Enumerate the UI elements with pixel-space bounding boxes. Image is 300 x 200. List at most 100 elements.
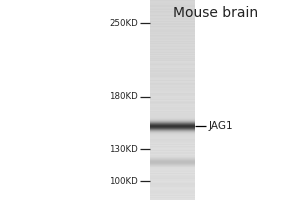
Bar xyxy=(150,162,195,163)
Bar xyxy=(150,136,195,137)
Bar xyxy=(150,185,195,186)
Bar xyxy=(150,109,195,110)
Bar xyxy=(150,138,195,139)
Bar xyxy=(150,69,195,70)
Bar xyxy=(150,133,195,134)
Bar xyxy=(150,166,195,167)
Bar xyxy=(150,187,195,188)
Bar xyxy=(150,176,195,177)
Bar xyxy=(150,21,195,22)
Bar xyxy=(150,62,195,63)
Bar xyxy=(150,142,195,143)
Bar xyxy=(150,120,195,121)
Bar xyxy=(150,40,195,41)
Bar xyxy=(150,189,195,190)
Bar xyxy=(150,24,195,25)
Bar xyxy=(150,192,195,193)
Bar xyxy=(150,148,195,149)
Bar xyxy=(150,190,195,191)
Bar xyxy=(150,82,195,83)
Bar xyxy=(150,18,195,19)
Bar xyxy=(150,32,195,33)
Bar xyxy=(150,76,195,77)
Bar xyxy=(150,134,195,135)
Bar xyxy=(150,78,195,79)
Bar xyxy=(150,164,195,165)
Bar xyxy=(150,115,195,116)
Bar xyxy=(150,50,195,51)
Bar xyxy=(150,76,195,77)
Bar xyxy=(150,135,195,136)
Bar xyxy=(150,148,195,149)
Bar xyxy=(150,169,195,170)
Bar xyxy=(150,121,195,122)
Bar xyxy=(150,130,195,131)
Bar xyxy=(150,174,195,175)
Bar xyxy=(150,108,195,109)
Bar xyxy=(150,88,195,89)
Bar xyxy=(150,146,195,147)
Bar xyxy=(150,137,195,138)
Bar xyxy=(150,159,195,160)
Bar xyxy=(150,135,195,136)
Bar xyxy=(150,141,195,142)
Bar xyxy=(150,110,195,111)
Bar xyxy=(150,96,195,97)
Bar xyxy=(150,52,195,53)
Bar xyxy=(150,92,195,93)
Bar xyxy=(150,34,195,35)
Bar xyxy=(150,124,195,125)
Bar xyxy=(150,61,195,62)
Bar xyxy=(150,17,195,18)
Bar xyxy=(150,126,195,127)
Bar xyxy=(150,25,195,26)
Bar xyxy=(150,45,195,46)
Bar xyxy=(150,158,195,159)
Bar xyxy=(150,165,195,166)
Bar xyxy=(150,84,195,85)
Bar xyxy=(150,46,195,47)
Bar xyxy=(150,150,195,151)
Bar xyxy=(150,35,195,36)
Bar xyxy=(150,136,195,137)
Bar xyxy=(150,173,195,174)
Bar xyxy=(150,37,195,38)
Bar xyxy=(150,81,195,82)
Bar xyxy=(150,106,195,107)
Bar xyxy=(150,132,195,133)
Bar xyxy=(150,156,195,157)
Bar xyxy=(150,64,195,65)
Bar xyxy=(150,132,195,133)
Bar xyxy=(150,135,195,136)
Bar xyxy=(150,44,195,45)
Bar xyxy=(150,160,195,161)
Bar xyxy=(150,122,195,123)
Bar xyxy=(150,74,195,75)
Bar xyxy=(150,131,195,132)
Bar xyxy=(150,51,195,52)
Bar xyxy=(150,0,195,1)
Bar xyxy=(150,68,195,69)
Bar xyxy=(150,166,195,167)
Bar xyxy=(150,125,195,126)
Bar xyxy=(150,182,195,183)
Bar xyxy=(150,190,195,191)
Bar xyxy=(150,47,195,48)
Bar xyxy=(150,38,195,39)
Bar xyxy=(150,40,195,41)
Bar xyxy=(150,186,195,187)
Bar xyxy=(150,82,195,83)
Bar xyxy=(150,67,195,68)
Bar xyxy=(150,20,195,21)
Bar xyxy=(150,157,195,158)
Bar xyxy=(150,130,195,131)
Bar xyxy=(150,170,195,171)
Bar xyxy=(150,166,195,167)
Bar xyxy=(150,163,195,164)
Bar xyxy=(150,36,195,37)
Bar xyxy=(150,125,195,126)
Bar xyxy=(150,197,195,198)
Bar xyxy=(150,123,195,124)
Bar xyxy=(150,154,195,155)
Bar xyxy=(150,159,195,160)
